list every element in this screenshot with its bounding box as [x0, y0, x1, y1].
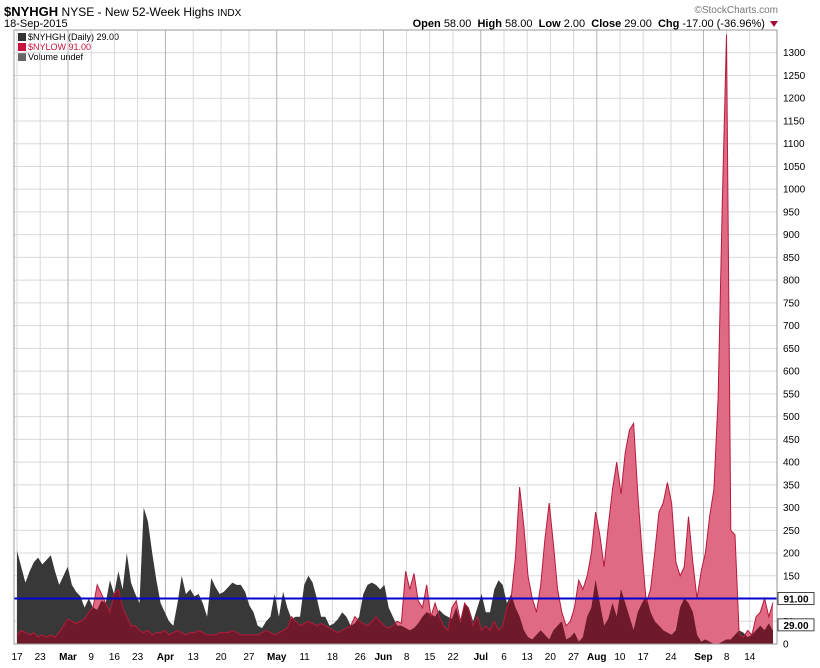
y-tick-label: 550	[783, 389, 800, 400]
x-tick-label: 27	[243, 652, 255, 663]
x-tick-label: 17	[11, 652, 23, 663]
last-value-box	[777, 592, 815, 606]
y-tick-label: 250	[783, 526, 800, 537]
y-tick-label: 1050	[783, 162, 806, 173]
legend-highs-label: $NYHGH (Daily) 29.00	[28, 32, 120, 42]
legend-lows-label: $NYLOW 91.00	[28, 42, 92, 52]
symbol-description: NYSE - New 52-Week Highs	[61, 5, 215, 19]
chart-date: 18-Sep-2015	[4, 18, 68, 30]
x-tick-label: Jul	[474, 652, 489, 663]
down-arrow-icon[interactable]	[770, 21, 778, 28]
x-tick-label: Aug	[587, 652, 606, 663]
y-tick-label: 600	[783, 367, 800, 378]
x-tick-label: 20	[545, 652, 557, 663]
highs-swatch-icon	[18, 33, 26, 41]
grid-lines	[14, 30, 777, 645]
x-tick-label: 17	[638, 652, 650, 663]
x-tick-label: 13	[522, 652, 534, 663]
x-tick-label: 23	[132, 652, 144, 663]
y-tick-label: 1150	[783, 116, 805, 127]
x-tick-label: 9	[88, 652, 94, 663]
y-tick-label: 0	[783, 640, 789, 651]
last-value-label: 29.00	[777, 618, 815, 632]
lows-swatch-icon	[18, 43, 26, 51]
y-tick-label: 1000	[783, 185, 806, 196]
open-label: Open	[412, 18, 441, 30]
last-value-labels: 91.00 29.00	[777, 592, 815, 632]
volume-swatch-icon	[18, 53, 26, 61]
series-nylow-line	[16, 34, 774, 638]
y-tick-label: 850	[783, 253, 800, 264]
y-tick-label: 950	[783, 207, 800, 218]
x-tick-label: 6	[501, 652, 507, 663]
legend-volume-label: Volume undef	[28, 52, 84, 62]
legend-item-lows[interactable]: $NYLOW 91.00	[18, 42, 119, 52]
y-tick-label: 150	[783, 571, 800, 582]
low-label: Low	[538, 18, 561, 30]
y-tick-label: 750	[783, 298, 800, 309]
open-value: 58.00	[443, 18, 472, 30]
y-tick-label: 1100	[783, 139, 805, 150]
x-tick-label: 16	[109, 652, 121, 663]
x-tick-label: 23	[35, 652, 47, 663]
y-tick-label: 900	[783, 230, 800, 241]
x-tick-label: Jun	[375, 652, 393, 663]
x-tick-label: 24	[665, 652, 677, 663]
high-value: 58.00	[504, 18, 533, 30]
x-tick-label: Apr	[157, 652, 174, 663]
ohlc-readout: Open 58.00 High 58.00 Low 2.00 Close 29.…	[413, 18, 778, 30]
x-tick-label: 8	[724, 652, 730, 663]
chart-title: $NYHGH NYSE - New 52-Week Highs INDX	[4, 4, 241, 19]
chg-value: -17.00 (-36.96%)	[682, 18, 765, 30]
x-tick-label: 14	[744, 652, 756, 663]
x-tick-label: Sep	[694, 652, 712, 663]
exchange-label: INDX	[217, 8, 242, 19]
x-tick-label: 11	[299, 652, 310, 663]
plot-area	[14, 34, 777, 644]
last-value-text: 29.00	[783, 621, 808, 632]
x-axis: 17 23 Mar 9 16 23 Apr 13 20 27 May 11 18 26 Jun 8 15 22 Ju…	[11, 652, 755, 663]
chg-label: Chg	[657, 18, 680, 30]
brand-watermark[interactable]: ©StockCharts.com	[694, 5, 778, 16]
y-tick-label: 300	[783, 503, 800, 514]
y-tick-label: 200	[783, 549, 800, 560]
x-tick-label: 27	[568, 652, 580, 663]
chart-legend: $NYHGH (Daily) 29.00 $NYLOW 91.00 Volume…	[18, 32, 119, 62]
x-tick-label: 13	[188, 652, 200, 663]
x-tick-label: May	[267, 652, 287, 663]
y-tick-label: 800	[783, 276, 800, 287]
last-value-text: 91.00	[783, 595, 808, 606]
legend-item-highs[interactable]: $NYHGH (Daily) 29.00	[18, 32, 119, 42]
y-tick-label: 1200	[783, 94, 806, 105]
y-tick-label: 650	[783, 344, 800, 355]
y-tick-label: 400	[783, 458, 800, 469]
x-tick-label: 10	[614, 652, 626, 663]
legend-item-volume[interactable]: Volume undef	[18, 52, 119, 62]
low-value: 2.00	[563, 18, 586, 30]
x-tick-label: 15	[424, 652, 436, 663]
y-axis: 0501001502002503003504004505005506006507…	[783, 48, 806, 650]
x-tick-label: 22	[447, 652, 459, 663]
plot-frame	[13, 29, 778, 645]
close-label: Close	[591, 18, 622, 30]
x-tick-label: 18	[327, 652, 339, 663]
x-tick-label: 8	[404, 652, 410, 663]
high-label: High	[477, 18, 502, 30]
symbol-label: $NYHGH	[4, 4, 59, 19]
y-tick-label: 1250	[783, 71, 806, 82]
close-value: 29.00	[624, 18, 652, 30]
y-tick-label: 350	[783, 480, 800, 491]
y-tick-label: 1300	[783, 48, 806, 59]
y-tick-label: 500	[783, 412, 800, 423]
x-tick-label: Mar	[59, 652, 77, 663]
y-tick-label: 450	[783, 435, 800, 446]
x-tick-label: 20	[216, 652, 228, 663]
chart-header: $NYHGH NYSE - New 52-Week Highs INDX 18-…	[0, 0, 820, 62]
last-value-label: 91.00	[777, 592, 815, 606]
y-tick-label: 700	[783, 321, 800, 332]
last-value-box	[777, 618, 815, 632]
x-tick-label: 26	[355, 652, 367, 663]
